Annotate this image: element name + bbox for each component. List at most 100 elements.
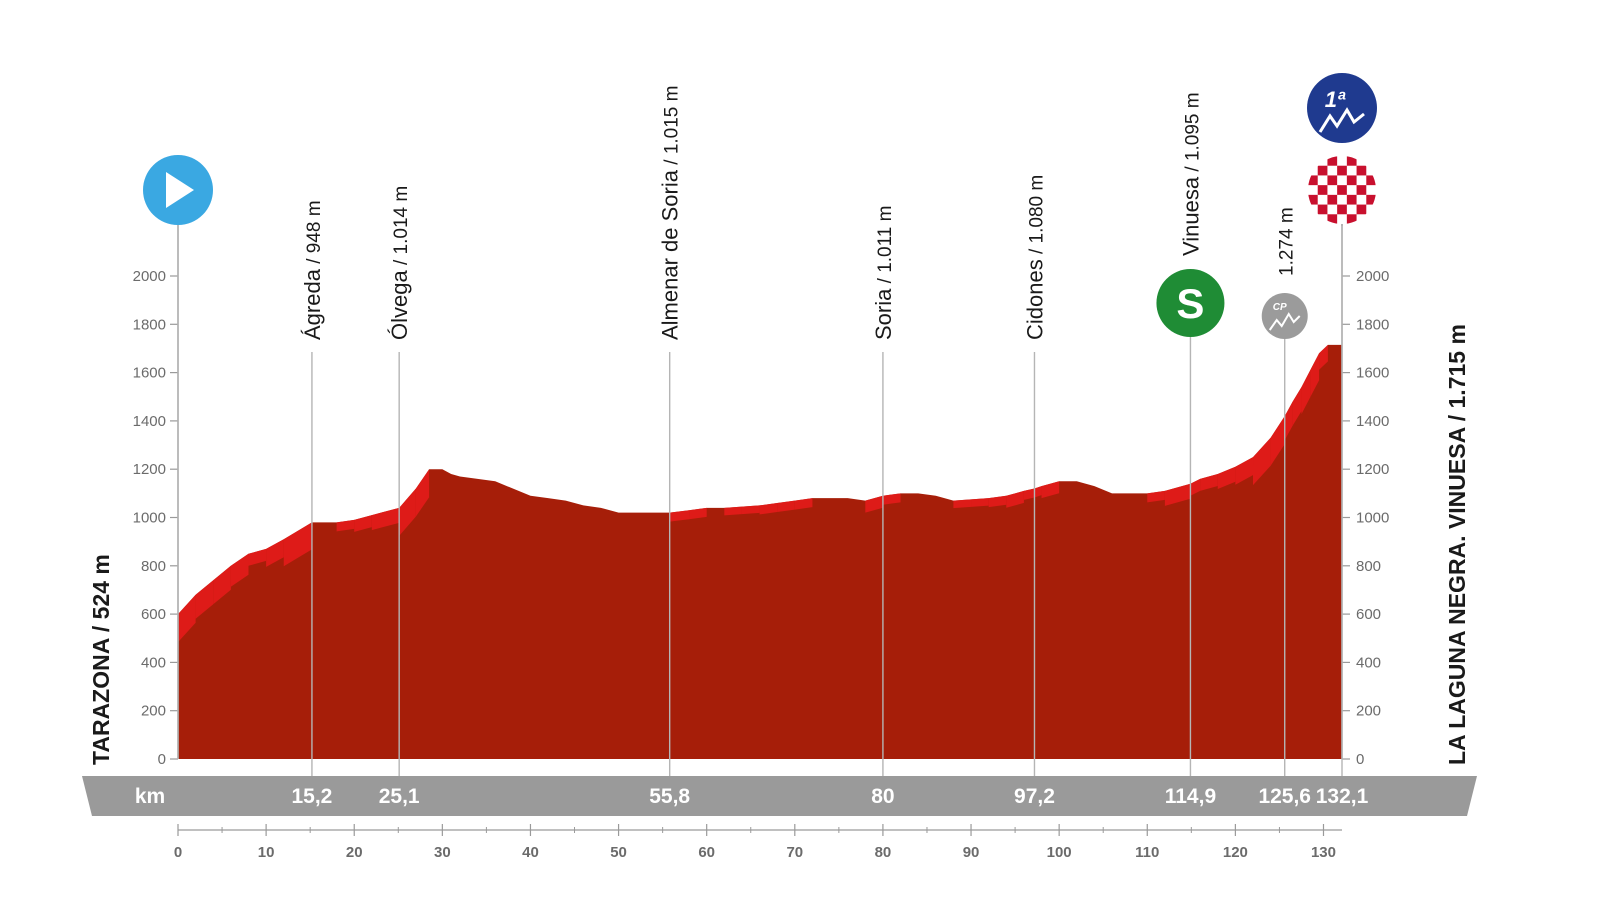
slope-highlight bbox=[1292, 387, 1302, 426]
checkpoint-mountain-icon bbox=[1261, 293, 1308, 339]
checker-square bbox=[1356, 165, 1367, 176]
slope-highlight bbox=[371, 507, 400, 531]
y-tick-label-right: 200 bbox=[1356, 703, 1381, 720]
slope-highlight bbox=[1200, 474, 1218, 491]
waypoint-km-label: 55,8 bbox=[649, 785, 690, 808]
waypoint-km-label: 25,1 bbox=[379, 785, 420, 808]
slope-highlight bbox=[971, 498, 989, 507]
x-tick-label: 50 bbox=[610, 844, 627, 861]
waypoint-altitude: 1.274 m bbox=[1277, 207, 1298, 276]
waypoint-altitude: / 1.015 m bbox=[662, 86, 683, 171]
waypoint-altitude: / 1.011 m bbox=[875, 206, 896, 289]
slope-highlight bbox=[248, 548, 267, 566]
checker-square bbox=[1346, 156, 1357, 166]
x-tick-label: 30 bbox=[434, 844, 451, 861]
slope-highlight bbox=[777, 500, 795, 513]
waypoint-km-label: 97,2 bbox=[1014, 785, 1055, 808]
y-tick-label-right: 400 bbox=[1356, 654, 1381, 671]
checker-square bbox=[1356, 204, 1367, 215]
y-tick-label-right: 1000 bbox=[1356, 510, 1389, 527]
slope-highlight bbox=[1034, 486, 1042, 498]
x-tick-label: 20 bbox=[346, 844, 363, 861]
checker-square bbox=[1327, 214, 1338, 224]
waypoint-name: Vinuesa bbox=[1178, 176, 1203, 256]
checker-square bbox=[1308, 214, 1318, 224]
category-mountain-line bbox=[1318, 107, 1365, 133]
waypoint-name-label: Vinuesa / 1.095 m bbox=[1178, 92, 1203, 256]
start-label: TARAZONA / 524 m bbox=[88, 554, 114, 765]
slope-highlight bbox=[1270, 416, 1285, 466]
slope-highlight bbox=[1147, 490, 1165, 503]
y-tick-label-left: 200 bbox=[141, 703, 166, 720]
slope-highlight bbox=[1301, 370, 1311, 415]
waypoint-name-label: Soria / 1.011 m bbox=[871, 206, 896, 340]
x-tick-label: 110 bbox=[1135, 844, 1159, 861]
checker-square bbox=[1327, 156, 1338, 166]
checkpoint-text: CP bbox=[1273, 302, 1287, 313]
slope-highlight bbox=[1319, 344, 1328, 370]
checker-square bbox=[1366, 214, 1376, 224]
slope-highlight bbox=[1217, 466, 1236, 490]
slope-highlight bbox=[794, 498, 813, 510]
slope-highlight bbox=[399, 488, 416, 536]
checker-square bbox=[1327, 194, 1338, 205]
waypoint-name: Almenar de Soria bbox=[658, 169, 683, 340]
waypoint-km-label: 114,9 bbox=[1165, 785, 1216, 808]
slope-highlight bbox=[988, 495, 1007, 508]
y-tick-label-left: 1800 bbox=[133, 316, 166, 333]
slope-highlight bbox=[213, 565, 231, 605]
checkpoint-mountain-line bbox=[1268, 312, 1301, 331]
sprint-s-text: S bbox=[1176, 280, 1204, 327]
slope-highlight bbox=[354, 515, 372, 532]
km-band-layer: km 0 10 20 30 40 50 60 70 80 90 100 110 120 130 bbox=[82, 776, 1477, 861]
slope-highlight bbox=[1023, 488, 1035, 500]
slope-highlight bbox=[1253, 437, 1271, 486]
slope-highlight bbox=[1235, 457, 1254, 485]
waypoint-km-label: 132,1 bbox=[1316, 785, 1369, 808]
category-text: 1ª bbox=[1325, 87, 1346, 112]
waypoint-name-label: 1.274 m bbox=[1277, 207, 1298, 276]
waypoint-name: Ólvega bbox=[387, 270, 412, 340]
checker-square bbox=[1317, 185, 1328, 195]
slope-highlight bbox=[953, 499, 972, 509]
checker-square bbox=[1317, 165, 1328, 176]
elevation-profile-area bbox=[178, 344, 1342, 759]
x-tick-label: 130 bbox=[1311, 844, 1336, 861]
waypoint-altitude: / 1.014 m bbox=[391, 186, 412, 271]
waypoint-altitude: / 948 m bbox=[304, 200, 325, 269]
y-tick-label-right: 600 bbox=[1356, 606, 1381, 623]
y-tick-label-right: 1800 bbox=[1356, 316, 1389, 333]
profile-area-layer bbox=[178, 344, 1342, 759]
y-tick-label-right: 1600 bbox=[1356, 365, 1389, 382]
slope-highlight bbox=[865, 495, 883, 513]
checker-square bbox=[1337, 204, 1347, 215]
y-tick-label-left: 600 bbox=[141, 606, 166, 623]
slope-highlight bbox=[741, 505, 760, 515]
slope-highlight bbox=[178, 594, 196, 643]
slope-highlight bbox=[195, 580, 214, 619]
slope-highlight bbox=[1006, 490, 1024, 508]
checker-square bbox=[1346, 214, 1357, 224]
y-tick-label-left: 1400 bbox=[133, 413, 166, 430]
slope-highlight bbox=[266, 539, 284, 567]
play-icon-triangle bbox=[166, 172, 194, 208]
km-band bbox=[82, 776, 1477, 816]
waypoint-name: Ágreda bbox=[300, 268, 325, 340]
finish-label: LA LAGUNA NEGRA. VINUESA / 1.715 m bbox=[1444, 324, 1470, 765]
waypoint-name-label: Almenar de Soria / 1.015 m bbox=[658, 86, 683, 340]
checker-square bbox=[1356, 185, 1367, 195]
slope-highlight bbox=[230, 553, 249, 587]
slope-highlight bbox=[724, 506, 742, 516]
waypoint-name: Soria bbox=[871, 288, 896, 340]
y-tick-label-left: 800 bbox=[141, 558, 166, 575]
waypoint-km-label: 80 bbox=[871, 785, 894, 808]
sprint-s-icon bbox=[1156, 269, 1225, 337]
y-tick-label-right: 800 bbox=[1356, 558, 1381, 575]
slope-highlight bbox=[759, 503, 778, 515]
icon-layer: S CP 1ª bbox=[143, 73, 1377, 759]
x-tick-label: 80 bbox=[875, 844, 892, 861]
x-tick-label: 100 bbox=[1047, 844, 1072, 861]
slope-highlight bbox=[689, 507, 707, 520]
slope-highlight bbox=[669, 510, 690, 522]
